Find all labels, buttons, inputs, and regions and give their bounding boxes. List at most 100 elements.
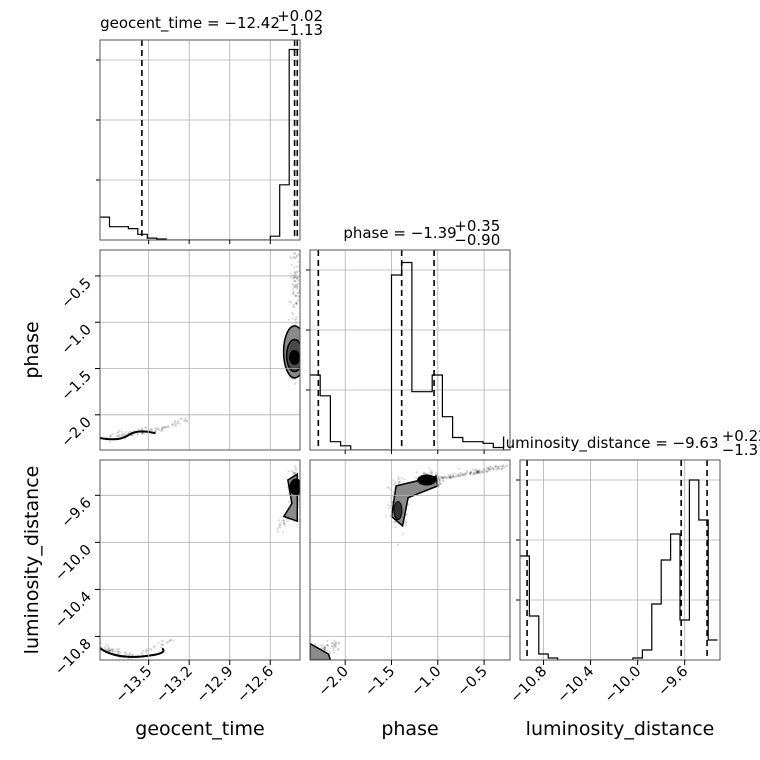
- geocent_time-title-minus: −1.13: [277, 21, 323, 39]
- sample-point: [157, 641, 160, 644]
- sample-point: [293, 266, 296, 269]
- contour-tail: [100, 430, 156, 441]
- sample-point: [470, 471, 473, 474]
- sample-point: [462, 473, 465, 476]
- sample-point: [294, 280, 297, 283]
- y-tick-label: −1.0: [59, 322, 95, 358]
- sample-point: [434, 471, 438, 474]
- sample-point: [107, 649, 110, 652]
- sample-point: [290, 312, 294, 315]
- sample-point: [394, 480, 397, 483]
- sample-point: [333, 643, 336, 646]
- sample-point: [404, 521, 407, 525]
- sample-point: [492, 468, 495, 471]
- sample-point: [462, 472, 465, 475]
- sample-point: [494, 465, 497, 468]
- luminosity_distance-title-plus: +0.22: [722, 427, 760, 445]
- sample-point: [468, 472, 471, 475]
- sample-point: [292, 292, 295, 295]
- sample-point: [443, 475, 446, 479]
- sample-point: [469, 473, 472, 476]
- sample-point: [448, 476, 451, 479]
- title-main: luminosity_distance = −9.63: [501, 434, 718, 453]
- sample-point: [439, 482, 442, 486]
- sample-point: [475, 472, 478, 475]
- sample-point: [294, 252, 297, 255]
- sample-point: [407, 503, 410, 506]
- sample-point: [185, 420, 189, 423]
- sample-point: [337, 641, 340, 644]
- sample-point: [334, 644, 337, 647]
- sample-point: [491, 467, 494, 470]
- sample-point: [152, 646, 155, 649]
- sample-point: [304, 351, 306, 353]
- luminosity_distance-x-axis-label: luminosity_distance: [526, 718, 715, 740]
- geocent_time-title-plus: +0.02: [277, 7, 323, 25]
- sample-point: [125, 652, 128, 656]
- sample-point: [154, 430, 157, 433]
- sample-point: [458, 475, 461, 478]
- sample-point: [136, 432, 139, 435]
- x-tick-label: −2.0: [316, 664, 352, 700]
- sample-point: [150, 649, 153, 652]
- sample-point: [298, 247, 300, 249]
- sample-point: [468, 472, 471, 475]
- sample-point: [438, 480, 441, 483]
- sample-point: [169, 639, 172, 642]
- sample-point: [294, 318, 297, 321]
- sample-point: [287, 470, 290, 473]
- sample-point: [469, 471, 472, 474]
- sample-point: [480, 470, 483, 473]
- sample-point: [455, 474, 458, 477]
- sample-point: [293, 471, 296, 475]
- sample-point: [107, 647, 110, 650]
- sample-point: [429, 469, 433, 472]
- sample-point: [277, 525, 280, 528]
- sample-point: [111, 647, 114, 650]
- sample-point: [457, 474, 460, 477]
- sample-point: [171, 423, 174, 426]
- sample-point: [422, 472, 425, 475]
- sample-point: [293, 382, 297, 385]
- sample-point: [116, 650, 119, 653]
- contour-core: [289, 349, 300, 365]
- sample-point: [106, 649, 109, 652]
- sample-point: [447, 473, 450, 476]
- sample-point: [171, 423, 174, 426]
- sample-point: [399, 480, 402, 483]
- sample-point: [291, 287, 294, 290]
- sample-point: [405, 523, 408, 527]
- sample-point: [291, 256, 294, 259]
- sample-point: [293, 252, 296, 255]
- sample-point: [330, 645, 333, 648]
- sample-point: [174, 424, 177, 427]
- sample-point: [144, 426, 147, 429]
- sample-point: [503, 466, 506, 469]
- sample-point: [320, 647, 323, 650]
- sample-point: [161, 427, 164, 430]
- sample-point: [454, 475, 457, 479]
- sample-point: [282, 518, 285, 521]
- sample-point: [118, 651, 121, 654]
- sample-point: [295, 284, 298, 287]
- geocent_time-hist-frame: [99, 39, 301, 241]
- sample-point: [111, 432, 114, 436]
- sample-point: [116, 431, 119, 435]
- sample-point: [283, 522, 286, 525]
- sample-point: [327, 644, 330, 647]
- sample-point: [488, 469, 491, 472]
- sample-point: [173, 421, 177, 424]
- sample-point: [158, 429, 161, 432]
- sample-point: [293, 280, 297, 283]
- sample-point: [496, 468, 499, 471]
- sample-point: [397, 476, 400, 479]
- y-tick-label: −10.8: [52, 636, 95, 679]
- x-tick-label: −12.6: [234, 664, 277, 707]
- sample-point: [476, 470, 479, 473]
- sample-point: [475, 471, 478, 474]
- sample-point: [496, 465, 499, 468]
- sample-point: [389, 497, 392, 500]
- x-tick-label: −1.5: [362, 664, 398, 700]
- sample-point: [323, 648, 326, 651]
